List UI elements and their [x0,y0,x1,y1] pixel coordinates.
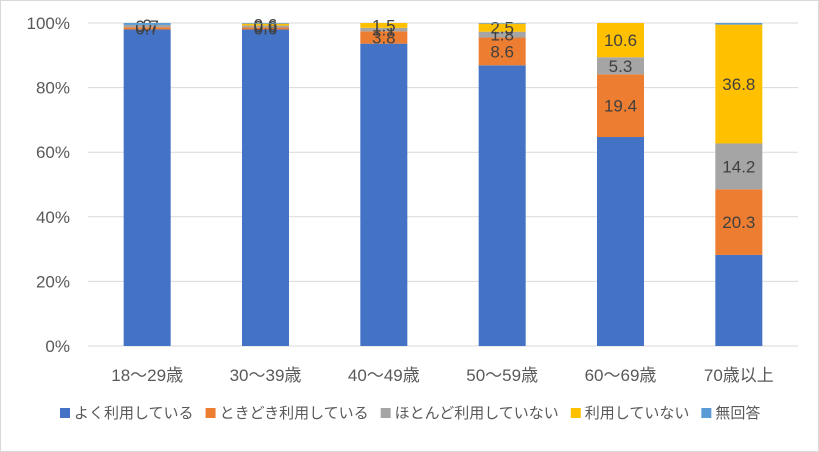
data-label: 0.7 [135,17,159,36]
x-tick-label: 18～29歳 [111,366,183,385]
data-label: 10.6 [604,31,637,50]
bar-segment [715,23,763,25]
data-label: 1.5 [372,16,396,35]
y-tick-label: 20% [36,272,70,291]
legend-swatch [205,408,216,418]
bar-segment [123,27,171,30]
x-tick-label: 40～49歳 [348,366,420,385]
bar-segment [123,24,171,28]
y-tick-label: 0% [45,337,70,356]
bar-segment [360,27,408,32]
bar-segment [242,23,289,26]
bar-segment [360,31,408,44]
bar-segment [360,43,408,347]
legend-swatch [60,408,70,418]
y-tick-label: 100% [27,14,70,33]
bar-segment [360,23,408,28]
data-label: 8.6 [490,42,514,61]
bar-segment [715,254,763,346]
bar-segment [478,37,526,66]
bar-segment [597,23,644,58]
data-label: 19.4 [604,97,637,116]
data-label: 3.8 [372,29,396,48]
bar-segment [478,31,526,38]
y-tick-label: 80% [36,79,70,98]
bar-segment [242,27,289,30]
data-label: 0.6 [254,16,278,35]
bar-segment [715,24,763,144]
bar-segment [242,29,289,347]
legend-label: よく利用している [74,405,194,422]
bar-segment [597,74,644,138]
bar-segment [242,23,289,24]
data-label: 20.3 [722,213,755,232]
legend-label: ほとんど利用していない [395,405,559,422]
bar-segment [597,57,644,75]
legend-label: 利用していない [585,405,690,422]
legend-label: ときどき利用している [220,405,369,422]
x-tick-label: 30～39歳 [230,366,302,385]
data-label: 36.8 [722,75,755,94]
bar-segment [597,137,644,346]
bar-segment [715,189,763,255]
data-label: 0.6 [254,18,278,37]
bar-segment [478,23,526,32]
bar-segment [123,23,171,25]
x-tick-label: 50～59歳 [466,366,538,385]
bar-segment [242,25,289,28]
x-tick-label: 60～69歳 [585,366,657,385]
legend-label: 無回答 [715,405,760,422]
bar-segment [123,29,171,347]
bar-segment [715,143,763,190]
data-label: 0 [142,16,151,35]
legend-swatch [570,408,581,418]
data-label: 5.3 [609,57,633,76]
data-label: 14.2 [722,157,755,176]
legend-swatch [701,408,712,418]
x-tick-label: 70歳以上 [704,366,774,385]
legend-swatch [380,408,391,418]
y-tick-label: 60% [36,143,70,162]
bar-segment [478,23,526,24]
data-label: 2.5 [490,19,514,38]
y-tick-label: 40% [36,208,70,227]
bar-segment [478,65,526,347]
